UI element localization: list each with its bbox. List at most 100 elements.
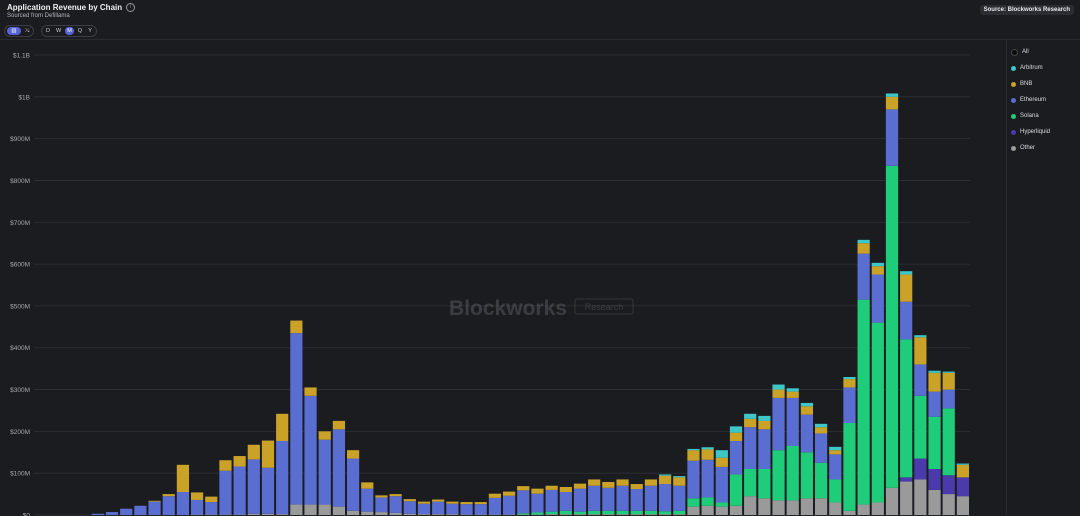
- bar-segment-ethereum[interactable]: [120, 508, 133, 515]
- bar-segment-bnb[interactable]: [729, 432, 743, 441]
- bar-segment-arbitrum[interactable]: [786, 388, 799, 392]
- bar-segment-arbitrum[interactable]: [673, 476, 686, 478]
- bar-segment-solana[interactable]: [871, 322, 884, 503]
- bar-segment-solana[interactable]: [744, 469, 757, 497]
- bar-segment-bnb[interactable]: [219, 460, 232, 471]
- bar-segment-other[interactable]: [715, 506, 728, 515]
- bar-segment-bnb[interactable]: [162, 494, 175, 497]
- bar-segment-bnb[interactable]: [602, 481, 615, 488]
- bar-segment-bnb[interactable]: [829, 450, 842, 455]
- bar-segment-bnb[interactable]: [545, 485, 558, 490]
- bar-segment-bnb[interactable]: [276, 413, 289, 441]
- bar-segment-ethereum[interactable]: [885, 109, 899, 166]
- bar-segment-ethereum[interactable]: [361, 488, 374, 512]
- bar-segment-ethereum[interactable]: [772, 397, 785, 451]
- bar-segment-other[interactable]: [687, 506, 700, 515]
- bar-segment-ethereum[interactable]: [488, 497, 502, 515]
- bar-segment-bnb[interactable]: [701, 449, 714, 460]
- bar-segment-ethereum[interactable]: [148, 501, 161, 515]
- bar-segment-bnb[interactable]: [247, 444, 260, 460]
- legend-item-hyperliquid[interactable]: Hyperliquid: [1011, 124, 1050, 140]
- bar-segment-solana[interactable]: [602, 510, 615, 515]
- bar-segment-ethereum[interactable]: [800, 414, 814, 453]
- bar-segment-other[interactable]: [361, 511, 374, 515]
- bar-segment-arbitrum[interactable]: [729, 426, 743, 433]
- bar-segment-ethereum[interactable]: [744, 427, 757, 469]
- bar-segment-bnb[interactable]: [502, 491, 516, 496]
- bar-segment-bnb[interactable]: [658, 475, 672, 485]
- bar-segment-other[interactable]: [304, 504, 317, 515]
- bar-segment-solana[interactable]: [644, 510, 658, 515]
- bar-segment-solana[interactable]: [559, 510, 572, 515]
- period-year-button[interactable]: Y: [88, 28, 92, 34]
- bar-segment-solana[interactable]: [616, 510, 629, 515]
- bar-segment-solana[interactable]: [630, 510, 643, 515]
- bar-segment-solana[interactable]: [786, 446, 799, 501]
- bar-segment-bnb[interactable]: [474, 502, 487, 505]
- bar-segment-solana[interactable]: [772, 450, 785, 501]
- bar-segment-ethereum[interactable]: [276, 440, 289, 515]
- bar-segment-bnb[interactable]: [332, 420, 346, 430]
- bar-segment-other[interactable]: [247, 513, 260, 515]
- bar-segment-ethereum[interactable]: [190, 499, 204, 515]
- bar-segment-ethereum[interactable]: [900, 301, 913, 340]
- bar-segment-other[interactable]: [701, 505, 714, 515]
- info-icon[interactable]: i: [126, 3, 136, 12]
- bar-segment-bnb[interactable]: [361, 482, 374, 489]
- bar-segment-bnb[interactable]: [942, 372, 955, 390]
- bar-segment-ethereum[interactable]: [758, 429, 771, 469]
- bar-segment-ethereum[interactable]: [829, 454, 842, 480]
- bar-segment-solana[interactable]: [673, 510, 686, 515]
- bar-segment-other[interactable]: [857, 504, 870, 515]
- bar-segment-ethereum[interactable]: [517, 490, 530, 514]
- legend-item-arbitrum[interactable]: Arbitrum: [1011, 60, 1050, 76]
- bar-segment-solana[interactable]: [729, 474, 743, 506]
- bar-segment-bnb[interactable]: [814, 427, 828, 434]
- bar-segment-ethereum[interactable]: [687, 460, 700, 499]
- bar-segment-bnb[interactable]: [531, 488, 544, 494]
- bar-segment-ethereum[interactable]: [261, 467, 275, 514]
- bar-segment-bnb[interactable]: [517, 486, 530, 491]
- bar-segment-ethereum[interactable]: [942, 389, 955, 409]
- bar-segment-bnb[interactable]: [744, 418, 757, 428]
- bar-segment-ethereum[interactable]: [857, 253, 870, 300]
- bar-segment-bnb[interactable]: [715, 457, 728, 467]
- bar-segment-bnb[interactable]: [318, 431, 331, 440]
- bar-segment-other[interactable]: [375, 512, 388, 515]
- bar-segment-ethereum[interactable]: [162, 496, 175, 515]
- bar-segment-ethereum[interactable]: [559, 492, 572, 511]
- bar-segment-solana[interactable]: [658, 511, 672, 515]
- bar-segment-other[interactable]: [914, 479, 927, 515]
- bar-segment-ethereum[interactable]: [318, 439, 331, 505]
- bar-segment-arbitrum[interactable]: [715, 450, 728, 458]
- legend-item-other[interactable]: Other: [1011, 140, 1050, 156]
- bar-segment-solana[interactable]: [687, 498, 700, 507]
- bar-segment-ethereum[interactable]: [814, 433, 828, 463]
- bar-segment-bnb[interactable]: [190, 492, 204, 500]
- bar-segment-ethereum[interactable]: [644, 485, 658, 511]
- bar-segment-solana[interactable]: [857, 299, 870, 505]
- bar-segment-bnb[interactable]: [148, 500, 161, 502]
- bar-segment-ethereum[interactable]: [701, 459, 714, 498]
- bar-segment-solana[interactable]: [588, 510, 601, 515]
- bar-segment-arbitrum[interactable]: [900, 271, 913, 275]
- bar-segment-hyperliquid[interactable]: [942, 475, 955, 495]
- bar-segment-bnb[interactable]: [403, 499, 416, 502]
- bar-segment-arbitrum[interactable]: [857, 239, 870, 244]
- bar-segment-bnb[interactable]: [871, 266, 884, 275]
- bar-segment-arbitrum[interactable]: [843, 377, 856, 380]
- bar-segment-ethereum[interactable]: [105, 512, 119, 515]
- bar-segment-ethereum[interactable]: [432, 501, 445, 515]
- bar-segment-arbitrum[interactable]: [942, 371, 955, 373]
- bar-segment-solana[interactable]: [942, 408, 955, 476]
- bar-segment-solana[interactable]: [545, 511, 558, 515]
- bar-segment-other[interactable]: [276, 514, 289, 515]
- bar-segment-ethereum[interactable]: [602, 487, 615, 511]
- bar-segment-bnb[interactable]: [261, 440, 275, 468]
- bar-segment-ethereum[interactable]: [446, 503, 459, 515]
- bar-segment-bnb[interactable]: [375, 495, 388, 498]
- bar-segment-ethereum[interactable]: [290, 333, 303, 505]
- bar-segment-ethereum[interactable]: [729, 440, 743, 475]
- bar-segment-other[interactable]: [658, 514, 672, 515]
- bar-segment-ethereum[interactable]: [247, 459, 260, 514]
